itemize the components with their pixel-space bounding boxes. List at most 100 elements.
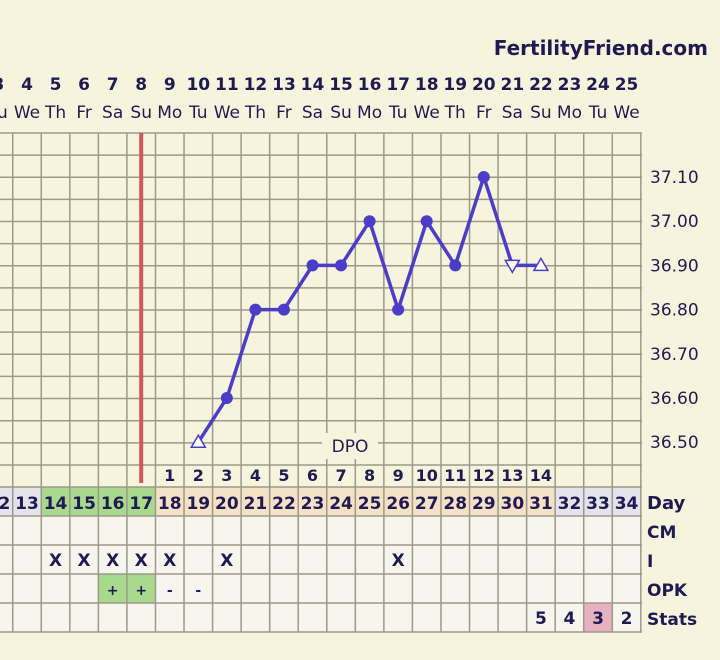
- date-label: 13: [272, 75, 296, 95]
- weekday-label: Th: [44, 103, 66, 123]
- dpo-label: 14: [530, 466, 552, 485]
- cycle-day-label: 16: [101, 494, 125, 514]
- cycle-day-label: 34: [615, 494, 639, 514]
- cycle-day-label: 31: [529, 494, 553, 514]
- cycle-day-label: 21: [244, 494, 268, 514]
- dpo-label: 9: [393, 466, 404, 485]
- date-label: 12: [244, 75, 268, 95]
- date-label: 23: [558, 75, 582, 95]
- date-label: 11: [215, 75, 239, 95]
- temperature-point: [335, 259, 348, 272]
- dpo-label: 7: [335, 466, 346, 485]
- weekday-label: We: [14, 103, 40, 123]
- stats-value: 2: [621, 609, 633, 629]
- stats-highlight-cell: [583, 603, 613, 632]
- dpo-label: 3: [221, 466, 232, 485]
- day-cell-background: [526, 487, 556, 516]
- date-label: 19: [443, 75, 467, 95]
- date-label: 16: [358, 75, 382, 95]
- day-cell-background: [212, 487, 242, 516]
- opk-value: -: [167, 583, 173, 599]
- cycle-day-label: 20: [215, 494, 239, 514]
- cycle-day-label: 27: [415, 494, 439, 514]
- day-cell-background: [469, 487, 499, 516]
- intercourse-value: X: [49, 551, 62, 571]
- weekday-label: Su: [330, 103, 352, 123]
- day-cell-background: [98, 487, 127, 516]
- row-label-i: I: [647, 552, 653, 572]
- cycle-day-label: 28: [443, 494, 467, 514]
- weekday-label: We: [613, 103, 639, 123]
- row-label-opk: OPK: [647, 581, 688, 601]
- day-cell-background: [583, 487, 613, 516]
- cycle-day-label: 32: [558, 494, 582, 514]
- day-cell-background: [555, 487, 584, 516]
- y-tick-label: 36.50: [650, 433, 699, 453]
- intercourse-value: X: [106, 551, 119, 571]
- temperature-point-open-triangle-up: [532, 256, 550, 272]
- opk-value: -: [195, 583, 201, 599]
- weekday-label: Mo: [357, 103, 382, 123]
- day-cell-background: [612, 487, 641, 516]
- day-cell-background: [41, 487, 70, 516]
- weekday-label: Fr: [76, 103, 92, 123]
- opk-value: +: [107, 583, 119, 599]
- dpo-label: 6: [307, 466, 318, 485]
- cycle-day-label: 24: [329, 494, 353, 514]
- dpo-label: 2: [193, 466, 204, 485]
- day-cell-background: [440, 487, 470, 516]
- day-cell-background: [269, 487, 299, 516]
- row-label-day: Day: [647, 493, 686, 514]
- weekday-label: We: [414, 103, 440, 123]
- date-label: 20: [472, 75, 496, 95]
- dpo-label: 13: [501, 466, 523, 485]
- temperature-point: [249, 303, 262, 316]
- weekday-label: Sa: [302, 103, 323, 123]
- brand-logo: FertilityFriend.com: [494, 36, 708, 60]
- cycle-day-label: 30: [501, 494, 525, 514]
- row-label-cm: CM: [647, 523, 676, 543]
- cycle-day-label: 33: [586, 494, 610, 514]
- date-label: 10: [186, 75, 210, 95]
- cycle-day-label: 22: [272, 494, 296, 514]
- opk-positive-cell: [126, 574, 156, 603]
- y-tick-label: 36.80: [650, 301, 699, 321]
- date-label: 22: [529, 75, 553, 95]
- y-tick-label: 36.60: [650, 389, 699, 409]
- temperature-point: [306, 259, 319, 272]
- day-cell-background: [126, 487, 156, 516]
- temperature-point: [392, 303, 405, 316]
- date-label: 9: [164, 75, 176, 95]
- cycle-day-label: 25: [358, 494, 382, 514]
- day-cell-background: [69, 487, 99, 516]
- temperature-point-open-triangle-down: [504, 259, 521, 274]
- dpo-label: 4: [250, 466, 261, 485]
- weekday-label: Sa: [102, 103, 123, 123]
- dpo-label: 5: [278, 466, 289, 485]
- weekday-label: Tu: [0, 103, 8, 123]
- cycle-day-label: 13: [15, 494, 39, 514]
- weekday-label: Tu: [188, 103, 208, 123]
- temperature-point: [363, 215, 376, 228]
- temperature-point: [220, 392, 233, 404]
- weekday-label: Su: [130, 103, 152, 123]
- date-label: 5: [50, 75, 62, 95]
- row-label-stats: Stats: [647, 610, 697, 630]
- temperature-point: [420, 215, 433, 228]
- weekday-label: Mo: [157, 103, 182, 123]
- day-cell-background: [326, 487, 356, 516]
- intercourse-value: X: [163, 551, 176, 571]
- date-label: 25: [615, 75, 639, 95]
- date-label: 21: [501, 75, 525, 95]
- date-label: 18: [415, 75, 439, 95]
- day-cell-background: [498, 487, 527, 516]
- weekday-label: Mo: [557, 103, 582, 123]
- date-label: 6: [78, 75, 90, 95]
- weekday-label: Tu: [588, 103, 608, 123]
- day-cell-background: [0, 487, 13, 516]
- weekday-label: Su: [530, 103, 552, 123]
- temperature-point-open-triangle-up: [189, 433, 207, 448]
- dpo-label: 11: [444, 466, 466, 485]
